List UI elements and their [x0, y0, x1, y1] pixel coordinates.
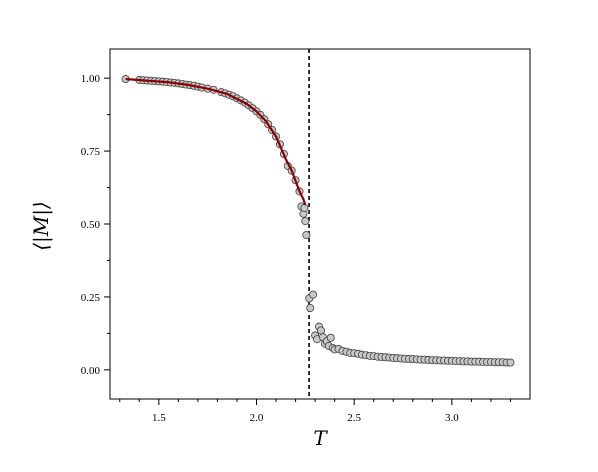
axes-layer: 1.5 2.0 2.5 3.0 0.00 0.25 0.50 0.75 1.00: [81, 73, 511, 424]
y-tick-label: 0.75: [81, 146, 101, 158]
x-tick-label: 3.0: [445, 412, 459, 424]
data-point: [300, 203, 309, 212]
x-tick-label: 2.0: [250, 412, 264, 424]
x-tick-label: 2.5: [347, 412, 361, 424]
y-tick-label: 1.00: [81, 73, 101, 85]
x-tick-label: 1.5: [152, 412, 166, 424]
data-point: [326, 333, 335, 342]
x-axis-label: T: [313, 426, 328, 450]
data-point: [309, 290, 318, 299]
fit-line-layer: [125, 77, 307, 206]
data-point: [506, 358, 515, 367]
y-tick-label: 0.25: [81, 292, 101, 304]
y-tick-label: 0.00: [81, 365, 101, 377]
y-axis-label: ⟨|M|⟩: [29, 201, 54, 251]
data-point: [316, 326, 325, 335]
fit-curve: [125, 77, 307, 206]
y-tick-label: 0.50: [81, 219, 101, 231]
plot-frame: [109, 48, 531, 400]
data-point: [301, 217, 310, 226]
data-point: [302, 231, 311, 240]
data-point: [306, 303, 315, 312]
data-points-layer: [121, 75, 515, 367]
